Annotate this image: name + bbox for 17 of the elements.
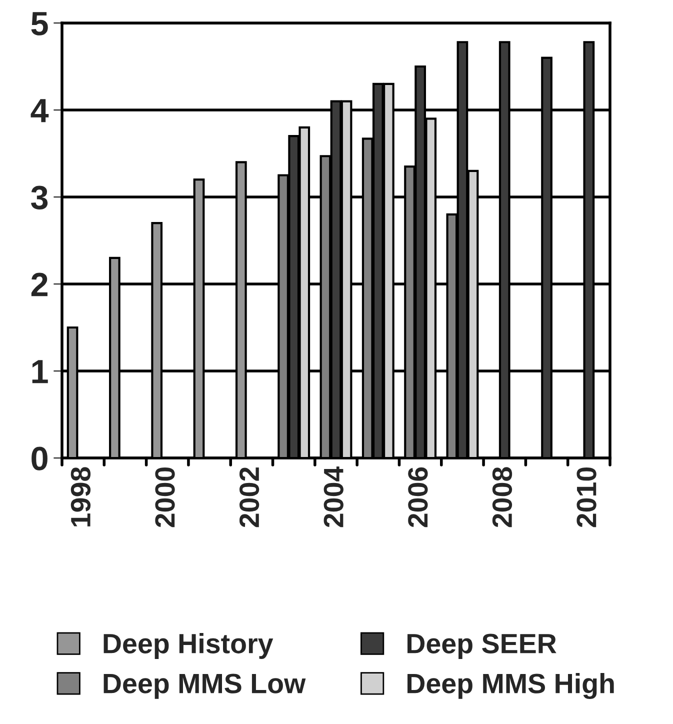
y-tick-label: 5: [31, 12, 48, 36]
x-tick-label: 2010: [576, 467, 596, 528]
legend-label: Deep MMS Low: [104, 674, 306, 699]
y-tick-label: 2: [31, 272, 48, 296]
y-tick-label: 3: [31, 186, 48, 210]
x-tick-label: 2002: [239, 467, 260, 528]
x-tick-label: 2008: [492, 467, 512, 528]
x-tick-label: 2004: [324, 466, 344, 528]
y-tick-label: 1: [32, 360, 48, 384]
x-tick-label: 1998: [70, 467, 91, 526]
x-tick-label: 2000: [155, 467, 175, 528]
y-tick-label: 0: [32, 446, 48, 470]
x-tick-label: 2006: [408, 467, 428, 528]
legend-label: Deep SEER: [407, 634, 556, 659]
y-tick-label: 4: [30, 99, 49, 122]
legend-label: Deep History: [104, 633, 274, 659]
legend-label: Deep MMS High: [407, 672, 614, 699]
